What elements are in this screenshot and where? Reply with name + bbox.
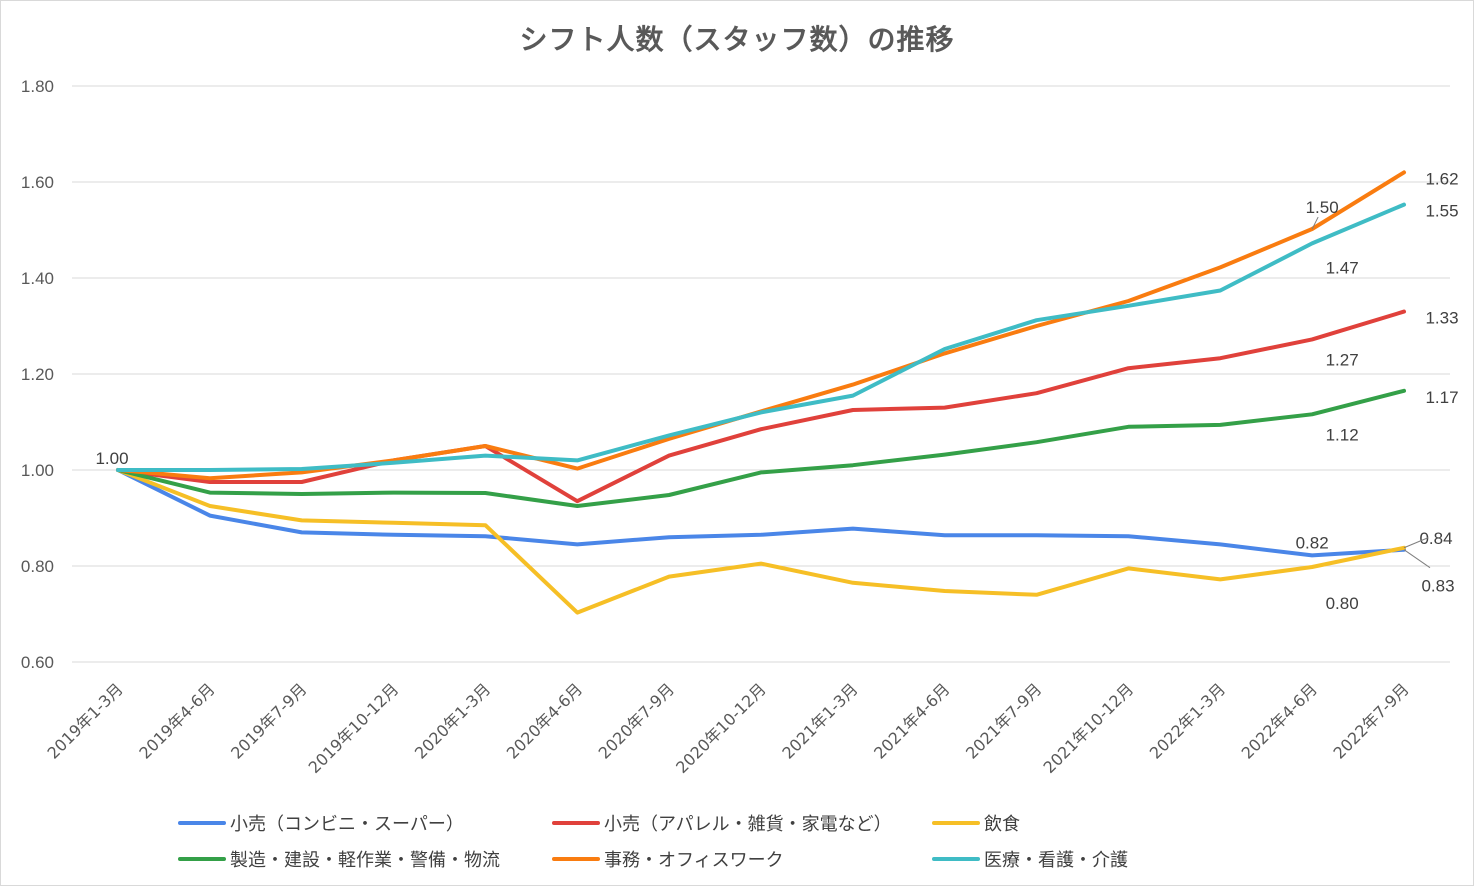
x-tick-label: 2019年4-6月 xyxy=(135,679,218,762)
legend-label: 飲食 xyxy=(984,814,1020,835)
chart-title: シフト人数（スタッフ数）の推移 xyxy=(519,23,955,56)
x-tick-label: 2019年1-3月 xyxy=(43,679,126,762)
legend-swatch xyxy=(552,857,600,861)
legend-label: 小売（コンビニ・スーパー） xyxy=(230,814,464,835)
x-tick-label: 2020年10-12月 xyxy=(672,679,770,777)
legend-swatch xyxy=(552,821,600,825)
data-label: 1.00 xyxy=(95,449,128,468)
label-leader-line xyxy=(1403,549,1431,569)
data-label: 1.50 xyxy=(1306,198,1339,217)
x-tick-label: 2022年4-6月 xyxy=(1238,679,1321,762)
series-line-5 xyxy=(116,202,1406,472)
x-tick-label: 2020年4-6月 xyxy=(503,679,586,762)
y-tick-label: 0.60 xyxy=(21,653,54,672)
series-line-4 xyxy=(116,170,1406,481)
legend-swatch xyxy=(932,857,980,861)
legend-item: 飲食 xyxy=(932,810,1020,836)
legend-swatch xyxy=(178,821,226,825)
legend-item: 事務・オフィスワーク xyxy=(552,846,784,872)
series-lines xyxy=(116,170,1406,615)
x-tick-label: 2020年7-9月 xyxy=(595,679,678,762)
y-tick-label: 1.60 xyxy=(21,173,54,192)
series-line-2 xyxy=(116,468,1406,615)
legend-item: 小売（アパレル・雑貨・家電など） xyxy=(552,810,892,836)
x-tick-label: 2020年1-3月 xyxy=(411,679,494,762)
label-leader-line xyxy=(1311,216,1319,230)
y-axis-ticks: 0.60 0.80 1.00 1.20 1.40 1.60 1.80 xyxy=(21,77,54,672)
data-label: 1.12 xyxy=(1326,425,1359,444)
x-tick-label: 2022年1-3月 xyxy=(1146,679,1229,762)
data-label: 1.47 xyxy=(1326,258,1359,277)
y-tick-label: 1.80 xyxy=(21,77,54,96)
x-tick-label: 2022年7-9月 xyxy=(1329,679,1412,762)
x-tick-label: 2019年10-12月 xyxy=(305,679,403,777)
legend-item: 医療・看護・介護 xyxy=(932,846,1128,872)
data-label: 1.62 xyxy=(1425,169,1458,188)
data-label: 1.55 xyxy=(1425,202,1458,221)
legend-label: 事務・オフィスワーク xyxy=(604,850,784,871)
legend-label: 小売（アパレル・雑貨・家電など） xyxy=(604,814,892,835)
x-tick-label: 2021年4-6月 xyxy=(870,679,953,762)
legend-swatch xyxy=(178,857,226,861)
data-label: 0.80 xyxy=(1326,594,1359,613)
data-label: 0.82 xyxy=(1296,533,1329,552)
y-tick-label: 1.20 xyxy=(21,365,54,384)
label-leader-line xyxy=(1403,537,1429,549)
legend-label: 製造・建設・軽作業・警備・物流 xyxy=(230,850,500,871)
data-label: 0.84 xyxy=(1419,529,1452,548)
data-label: 1.33 xyxy=(1425,309,1458,328)
series-line-1 xyxy=(116,309,1406,504)
y-tick-label: 1.00 xyxy=(21,461,54,480)
legend-swatch xyxy=(932,821,980,825)
x-tick-label: 2019年7-9月 xyxy=(227,679,310,762)
data-labels: 1.00 1.62 1.50 1.55 1.47 1.33 1.27 1.17 1.12 0.84… xyxy=(95,169,1458,613)
legend-item: 製造・建設・軽作業・警備・物流 xyxy=(178,846,500,872)
series-line-3 xyxy=(116,388,1406,508)
legend-item: 小売（コンビニ・スーパー） xyxy=(178,810,464,836)
y-tick-label: 0.80 xyxy=(21,557,54,576)
x-tick-label: 2021年10-12月 xyxy=(1040,679,1138,777)
series-line-0 xyxy=(116,468,1406,558)
legend-label: 医療・看護・介護 xyxy=(984,850,1128,871)
gridlines xyxy=(72,85,1450,663)
x-tick-label: 2021年7-9月 xyxy=(962,679,1045,762)
y-tick-label: 1.40 xyxy=(21,269,54,288)
x-tick-label: 2021年1-3月 xyxy=(778,679,861,762)
data-label: 1.27 xyxy=(1326,350,1359,369)
data-label: 0.83 xyxy=(1421,577,1454,596)
data-label: 1.17 xyxy=(1425,388,1458,407)
